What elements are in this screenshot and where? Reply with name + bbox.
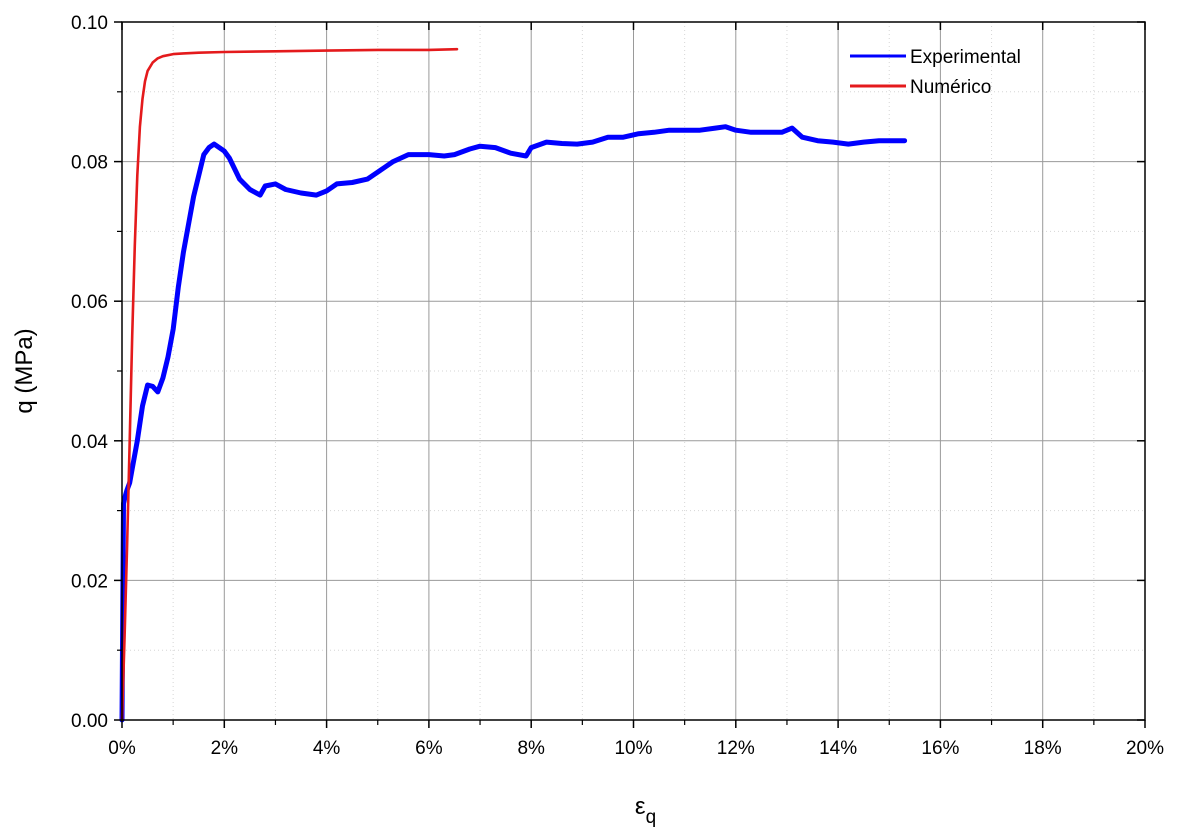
y-tick-label: 0.04 [71, 432, 108, 453]
series-layer [119, 47, 908, 723]
series-line-numerico [120, 47, 459, 722]
x-tick-label: 8% [517, 738, 545, 759]
x-tick-label: 12% [717, 738, 755, 759]
x-tick-label: 10% [614, 738, 652, 759]
legend: Experimental Numérico [850, 47, 1021, 98]
y-tick-label: 0.10 [71, 13, 108, 34]
x-tick-label: 20% [1126, 738, 1164, 759]
x-tick-label: 0% [108, 738, 136, 759]
x-tick-label: 16% [921, 738, 959, 759]
x-axis-title-symbol: ε [635, 793, 646, 820]
y-tick-label: 0.00 [71, 711, 108, 732]
y-axis-title: q (MPa) [11, 328, 38, 413]
ticks [114, 21, 1146, 728]
y-tick-label: 0.02 [71, 571, 108, 592]
y-tick-label: 0.08 [71, 153, 108, 174]
x-tick-label: 6% [415, 738, 443, 759]
x-tick-label: 14% [819, 738, 857, 759]
x-axis-title: εq [635, 793, 656, 828]
x-axis-title-subscript: q [646, 807, 657, 828]
x-tick-label: 4% [313, 738, 341, 759]
grid [122, 22, 1145, 720]
legend-label: Experimental [910, 47, 1021, 68]
y-tick-label: 0.06 [71, 292, 108, 313]
x-tick-label: 18% [1024, 738, 1062, 759]
series-line-experimental [119, 124, 908, 723]
tick-labels: 0% 2% 4% 6% 8% 10% 12% 14% 16% 18% 20% 0.00 0.02 0.04… [71, 13, 1164, 759]
legend-label: Numérico [910, 77, 991, 98]
x-tick-label: 2% [211, 738, 239, 759]
